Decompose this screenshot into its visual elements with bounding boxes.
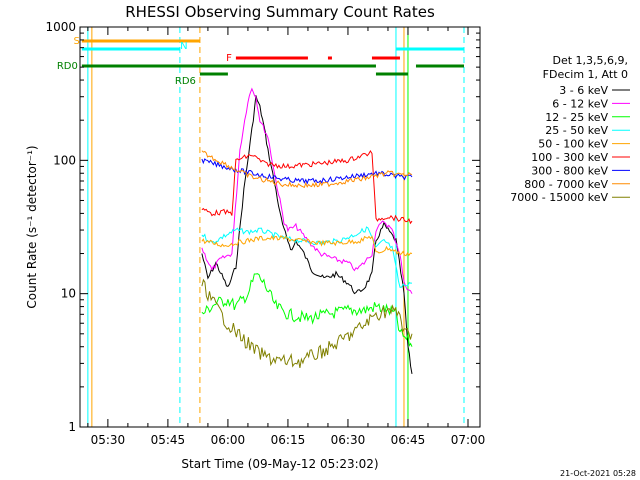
series-line-6-12-kev — [201, 87, 413, 294]
series-line-7000-15000-kev — [201, 278, 413, 368]
series-line-100-300-kev — [201, 150, 413, 225]
x-axis-label: Start Time (09-May-12 05:23:02) — [181, 457, 378, 471]
series-line-12-25-kev — [201, 273, 413, 348]
x-tick-label-0530: 05:30 — [91, 433, 126, 447]
x-tick-label-0600: 06:00 — [211, 433, 246, 447]
legend: Det 1,3,5,6,9, FDecim 1, Att 0 3 - 6 keV… — [510, 54, 630, 204]
chart-title: RHESSI Observing Summary Count Rates — [125, 3, 435, 21]
series-line-25-50-kev — [201, 226, 412, 288]
y-tick-label-1000: 1000 — [45, 20, 76, 34]
flag-label-rd0: RD0 — [57, 61, 78, 72]
legend-label-3-6-kev: 3 - 6 keV — [559, 84, 608, 97]
series-line-3-6-kev — [201, 95, 413, 374]
x-tick-label-0615: 06:15 — [271, 433, 306, 447]
y-axis: 1 10 100 1000 — [45, 20, 480, 434]
legend-header-line-2: FDecim 1, Att 0 — [543, 68, 628, 81]
y-tick-label-1: 1 — [68, 420, 76, 434]
y-axis-label: Count Rate (s⁻¹ detector⁻¹) — [25, 145, 39, 308]
legend-header-line-1: Det 1,3,5,6,9, — [552, 54, 628, 67]
legend-label-100-300-kev: 100 - 300 keV — [531, 151, 608, 164]
x-tick-label-0645: 06:45 — [391, 433, 426, 447]
vertical-markers — [87, 27, 465, 427]
generation-stamp: 21-Oct-2021 05:28 — [560, 469, 636, 478]
flag-label-f: F — [226, 53, 232, 64]
series-line-50-100-kev — [201, 235, 413, 257]
legend-label-12-25-kev: 12 - 25 keV — [545, 111, 608, 124]
y-tick-label-10: 10 — [61, 287, 76, 301]
data-series — [201, 87, 413, 374]
flag-bars: S N F RD0 RD6 — [57, 36, 464, 87]
flag-label-rd6: RD6 — [175, 76, 196, 87]
legend-label-25-50-kev: 25 - 50 keV — [545, 124, 608, 137]
legend-label-7000-15000-kev: 7000 - 15000 keV — [510, 191, 608, 204]
x-tick-label-0700: 07:00 — [451, 433, 486, 447]
legend-label-300-800-kev: 300 - 800 keV — [531, 164, 608, 177]
x-axis: 05:30 05:45 06:00 06:15 06:30 06:45 07:00 — [87, 27, 486, 447]
legend-label-800-7000-kev: 800 - 7000 keV — [524, 178, 608, 191]
x-tick-label-0630: 06:30 — [331, 433, 366, 447]
flag-label-s: S — [74, 36, 80, 47]
x-tick-label-0545: 05:45 — [151, 433, 186, 447]
y-tick-label-100: 100 — [53, 153, 76, 167]
plot-frame — [79, 26, 481, 428]
series-line-300-800-kev — [201, 158, 413, 185]
legend-label-50-100-kev: 50 - 100 keV — [538, 138, 608, 151]
series-line-800-7000-kev — [201, 150, 413, 189]
legend-label-6-12-kev: 6 - 12 keV — [552, 97, 608, 110]
flag-label-n: N — [180, 41, 187, 52]
